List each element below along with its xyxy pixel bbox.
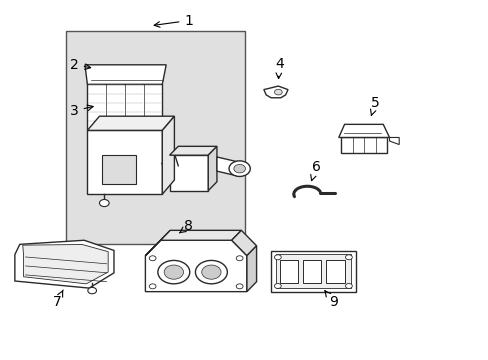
Bar [341,138,386,153]
Polygon shape [162,116,174,194]
Circle shape [236,284,243,289]
Polygon shape [145,230,170,256]
Circle shape [195,260,227,284]
Polygon shape [160,230,241,240]
Circle shape [99,199,109,207]
Polygon shape [23,244,108,284]
Bar [325,260,344,283]
Circle shape [236,256,243,261]
Text: 1: 1 [154,14,193,27]
Circle shape [228,161,250,176]
Circle shape [88,287,96,294]
Polygon shape [85,65,166,84]
Circle shape [345,283,351,288]
Circle shape [274,89,282,95]
Bar [303,260,321,283]
Polygon shape [264,86,287,98]
Text: 7: 7 [52,290,63,309]
Polygon shape [217,157,239,176]
Bar [87,130,162,194]
Polygon shape [389,138,398,145]
Bar [102,155,136,184]
Bar [87,84,162,130]
Polygon shape [169,146,217,155]
Text: 3: 3 [70,104,93,118]
Bar [169,155,208,191]
Text: 6: 6 [310,160,320,181]
Circle shape [164,265,183,279]
Polygon shape [208,146,217,191]
Bar [275,255,350,288]
Circle shape [202,265,221,279]
Polygon shape [87,116,174,130]
Text: 2: 2 [70,58,90,72]
Polygon shape [15,240,114,288]
Text: 8: 8 [179,219,193,233]
Bar [279,260,298,283]
Circle shape [149,284,156,289]
Text: 4: 4 [274,57,283,78]
Text: 9: 9 [324,291,338,309]
Polygon shape [231,230,256,256]
Circle shape [233,165,245,173]
Bar [270,251,355,292]
Circle shape [274,255,281,260]
Circle shape [149,256,156,261]
Polygon shape [338,124,389,138]
Circle shape [158,260,189,284]
Polygon shape [246,246,256,292]
Circle shape [274,283,281,288]
Polygon shape [145,240,246,292]
Bar [65,31,244,244]
Circle shape [345,255,351,260]
Text: 5: 5 [370,96,379,116]
